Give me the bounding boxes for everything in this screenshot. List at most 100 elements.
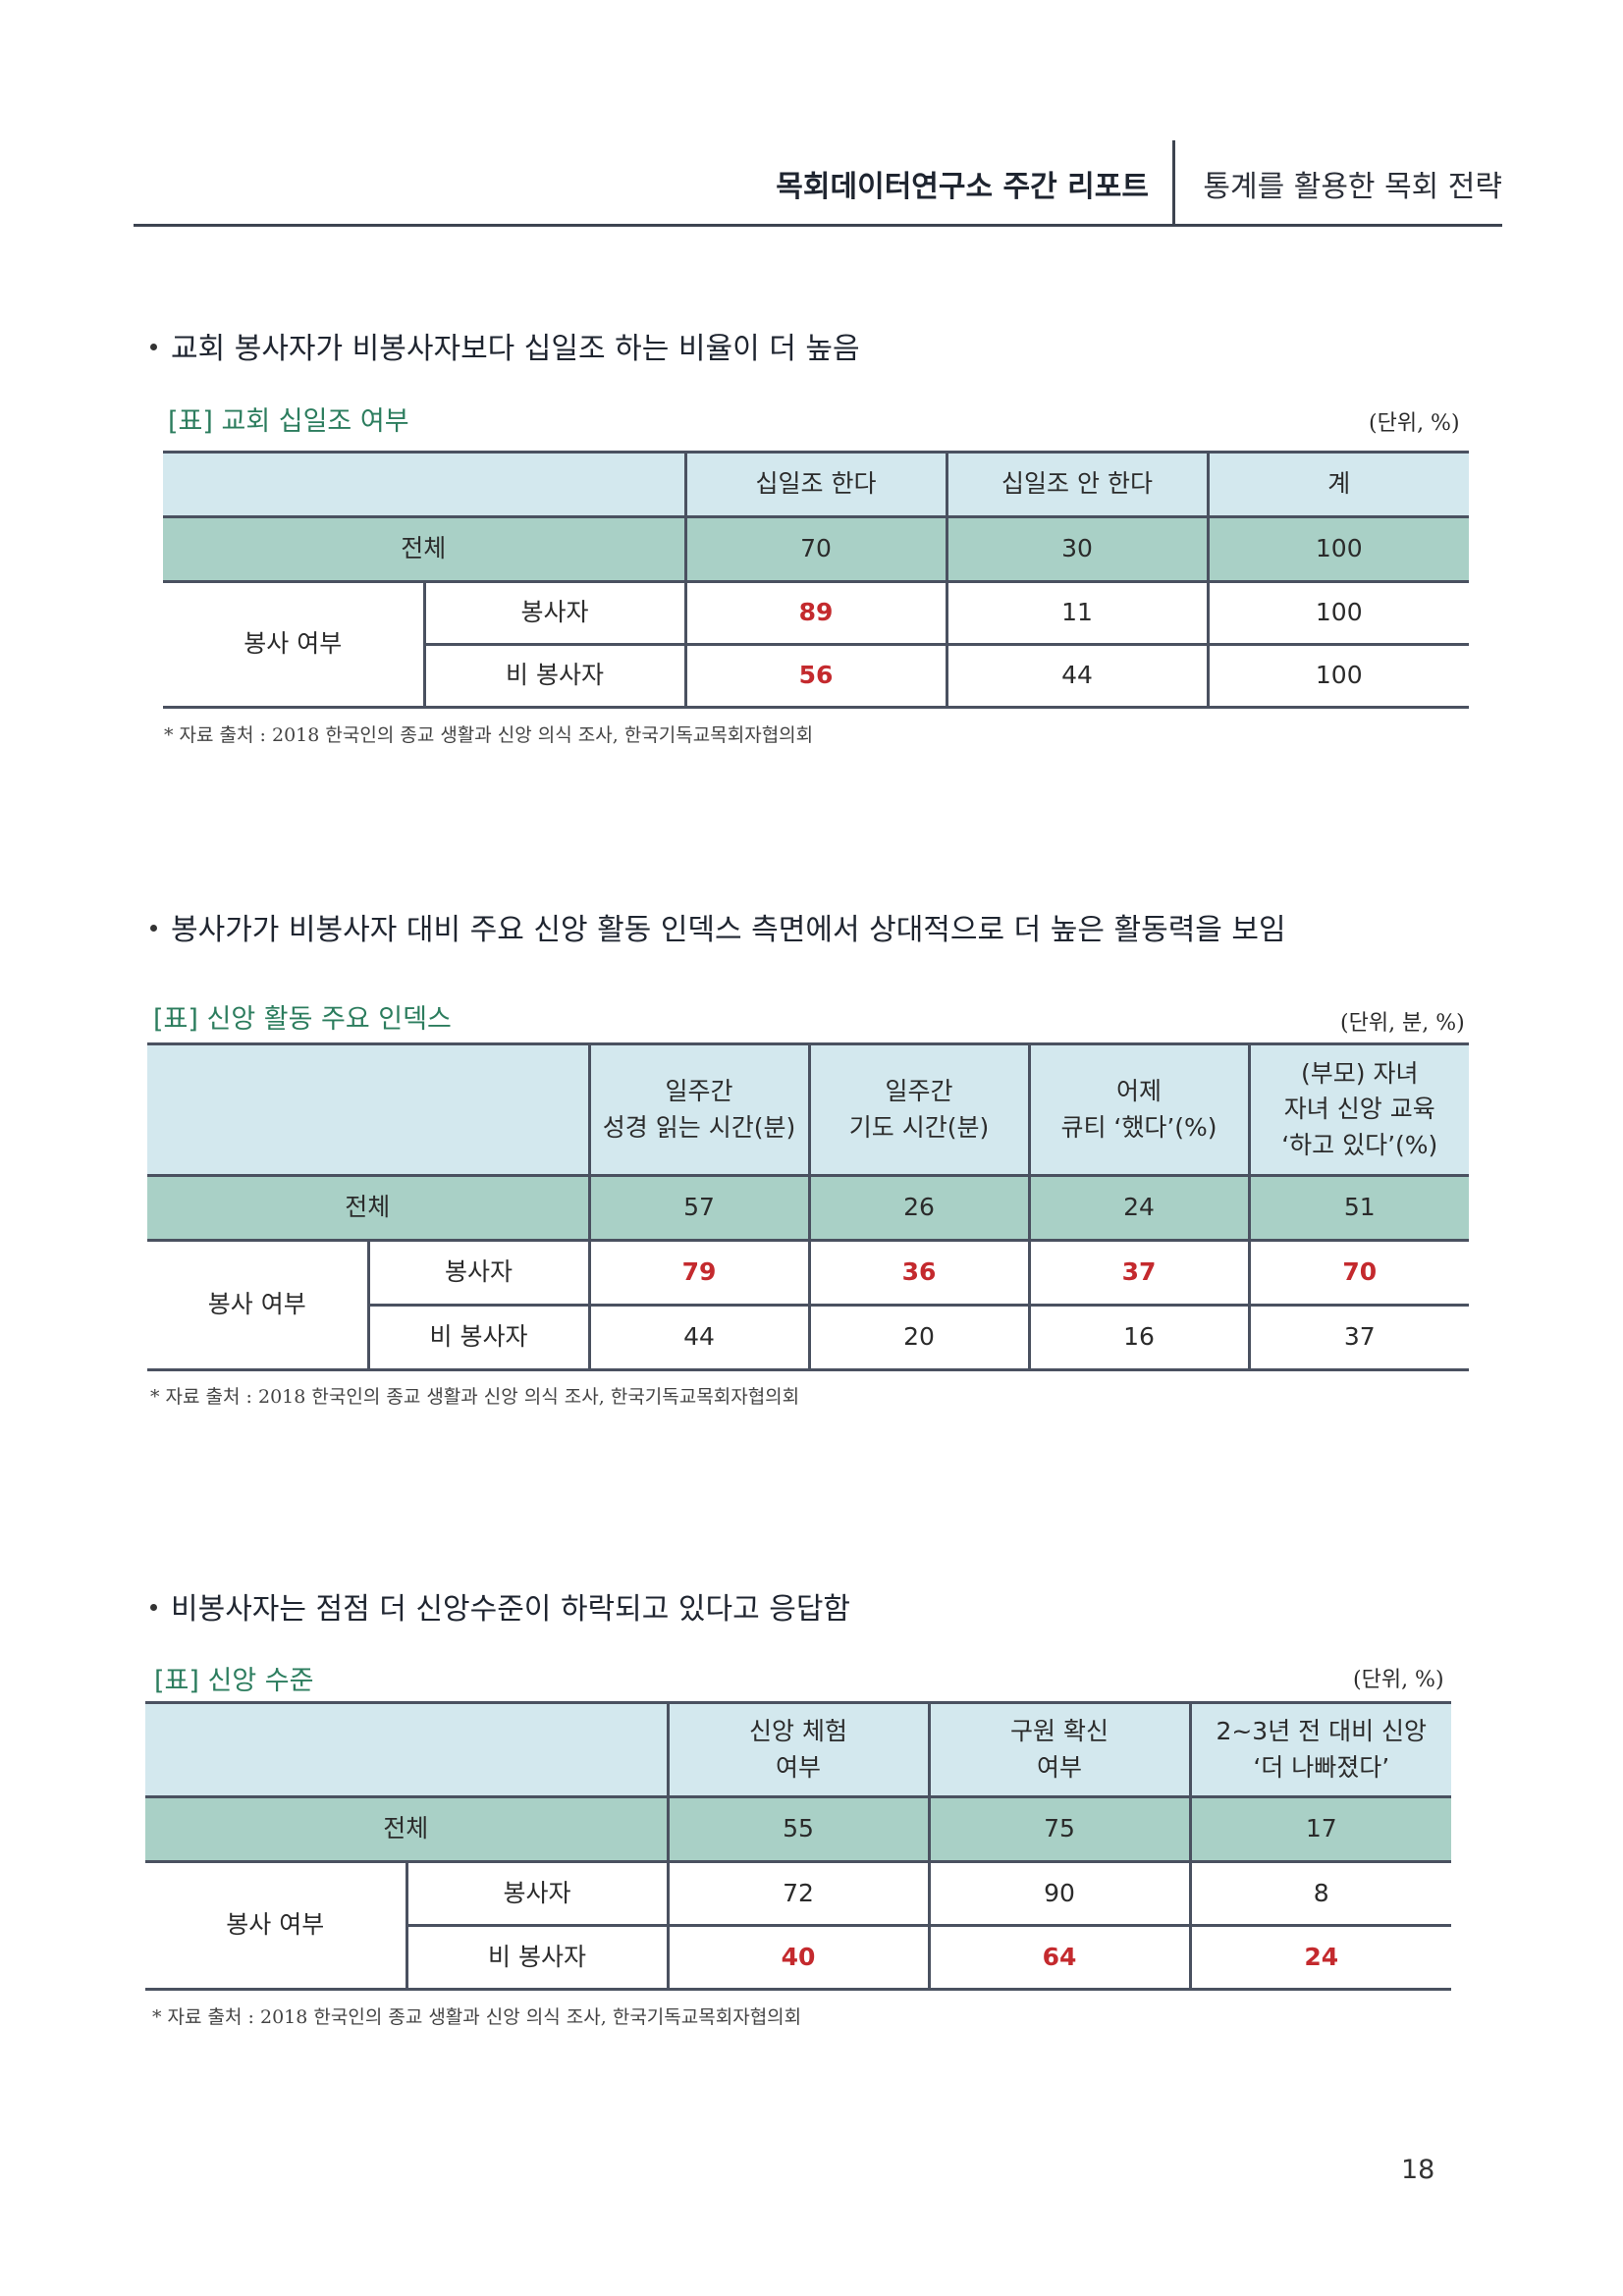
column-header-line: 일주간 bbox=[665, 1077, 733, 1106]
table-cell-highlight: 40 bbox=[666, 1924, 931, 1991]
table-1-unit: (단위, %) bbox=[1369, 411, 1460, 436]
table-1-source: * 자료 출처 : 2018 한국인의 종교 생활과 신앙 의식 조사, 한국기… bbox=[164, 724, 814, 746]
table-cell: 100 bbox=[1206, 515, 1469, 583]
table-row: 비 봉사자 40 64 24 bbox=[145, 1924, 1451, 1991]
table-total-row: 전체 70 30 100 bbox=[163, 515, 1469, 583]
table-cell: 11 bbox=[945, 580, 1210, 646]
table-cell: 17 bbox=[1188, 1795, 1451, 1863]
column-header-line: 큐티 ‘했다’(%) bbox=[1060, 1112, 1217, 1142]
group-label: 봉사 여부 bbox=[147, 1239, 370, 1371]
table-cell-highlight: 64 bbox=[927, 1924, 1192, 1991]
group-label: 봉사 여부 bbox=[145, 1860, 408, 1991]
table-cell: 37 bbox=[1247, 1304, 1469, 1371]
column-header-line: 구원 확신 bbox=[1010, 1717, 1109, 1746]
table-cell-highlight: 56 bbox=[683, 643, 948, 709]
column-header: 십일조 한다 bbox=[683, 451, 948, 518]
row-label: 비 봉사자 bbox=[422, 643, 687, 709]
column-header: 2~3년 전 대비 신앙 ‘더 나빠졌다’ bbox=[1188, 1701, 1451, 1798]
column-header-line: ‘더 나빠졌다’ bbox=[1253, 1752, 1390, 1782]
table-cell: 26 bbox=[807, 1174, 1031, 1242]
table-corner-cell bbox=[147, 1042, 591, 1177]
table-cell-highlight: 36 bbox=[807, 1239, 1031, 1307]
table-1-caption: [표] 교회 십일조 여부 bbox=[168, 406, 409, 437]
column-header-line: 어제 bbox=[1115, 1077, 1162, 1106]
column-header-line: 일주간 bbox=[885, 1077, 953, 1106]
row-label: 전체 bbox=[147, 1174, 591, 1242]
column-header-line: 여부 bbox=[1036, 1752, 1082, 1782]
table-total-row: 전체 55 75 17 bbox=[145, 1795, 1451, 1863]
table-cell: 75 bbox=[927, 1795, 1192, 1863]
table-cell: 44 bbox=[945, 643, 1210, 709]
column-header-line: 기도 시간(분) bbox=[848, 1112, 990, 1142]
section-1-bullet: 교회 봉사자가 비봉사자보다 십일조 하는 비율이 더 높음 bbox=[150, 324, 860, 367]
table-2-unit: (단위, 분, %) bbox=[1340, 1011, 1465, 1036]
table-row: 봉사 여부 봉사자 72 90 8 bbox=[145, 1860, 1451, 1991]
table-3-caption: [표] 신앙 수준 bbox=[154, 1666, 314, 1696]
table-total-row: 전체 57 26 24 51 bbox=[147, 1174, 1469, 1242]
report-section-title: 통계를 활용한 목회 전략 bbox=[1203, 170, 1502, 204]
table-cell: 51 bbox=[1247, 1174, 1469, 1242]
column-header: 계 bbox=[1206, 451, 1469, 518]
table-cell: 55 bbox=[666, 1795, 931, 1863]
table-2-caption: [표] 신앙 활동 주요 인덱스 bbox=[153, 1004, 452, 1035]
row-label: 봉사자 bbox=[405, 1860, 670, 1927]
table-row: 비 봉사자 44 20 16 37 bbox=[147, 1304, 1469, 1371]
table-header-row: 십일조 한다 십일조 안 한다 계 bbox=[163, 451, 1469, 518]
column-header-line: ‘하고 있다’(%) bbox=[1281, 1130, 1438, 1159]
section-3-heading: 비봉사자는 점점 더 신앙수준이 하락되고 있다고 응답함 bbox=[171, 1592, 851, 1627]
row-label: 비 봉사자 bbox=[405, 1924, 670, 1991]
table-cell: 70 bbox=[683, 515, 948, 583]
table-cell: 100 bbox=[1206, 643, 1469, 709]
table-2-source: * 자료 출처 : 2018 한국인의 종교 생활과 신앙 의식 조사, 한국기… bbox=[150, 1386, 800, 1408]
section-2-heading: 봉사가가 비봉사자 대비 주요 신앙 활동 인덱스 측면에서 상대적으로 더 높… bbox=[171, 913, 1286, 947]
group-label: 봉사 여부 bbox=[163, 580, 426, 709]
table-row: 비 봉사자 56 44 100 bbox=[163, 643, 1469, 709]
row-label: 봉사자 bbox=[366, 1239, 591, 1307]
table-cell: 44 bbox=[587, 1304, 811, 1371]
column-header-line: (부모) 자녀 bbox=[1301, 1059, 1419, 1089]
table-cell-highlight: 24 bbox=[1188, 1924, 1451, 1991]
column-header-line: 자녀 신앙 교육 bbox=[1283, 1095, 1435, 1124]
table-cell: 72 bbox=[666, 1860, 931, 1927]
section-3-bullet: 비봉사자는 점점 더 신앙수준이 하락되고 있다고 응답함 bbox=[150, 1584, 850, 1628]
column-header-line: 성경 읽는 시간(분) bbox=[602, 1112, 796, 1142]
bullet-dot-icon bbox=[150, 1604, 157, 1611]
table-3-source: * 자료 출처 : 2018 한국인의 종교 생활과 신앙 의식 조사, 한국기… bbox=[152, 2006, 802, 2028]
table-cell-highlight: 70 bbox=[1247, 1239, 1469, 1307]
row-label: 비 봉사자 bbox=[366, 1304, 591, 1371]
row-label: 봉사자 bbox=[422, 580, 687, 646]
table-cell: 24 bbox=[1027, 1174, 1251, 1242]
table-cell: 90 bbox=[927, 1860, 1192, 1927]
table-cell: 100 bbox=[1206, 580, 1469, 646]
table-cell: 16 bbox=[1027, 1304, 1251, 1371]
table-3-unit: (단위, %) bbox=[1353, 1668, 1444, 1692]
tithe-table: 십일조 한다 십일조 안 한다 계 전체 70 30 100 봉사 여부 봉사자… bbox=[163, 451, 1469, 709]
table-cell-highlight: 89 bbox=[683, 580, 948, 646]
table-header-row: 일주간 성경 읽는 시간(분) 일주간 기도 시간(분) 어제 큐티 ‘했다’(%) … bbox=[147, 1042, 1469, 1177]
page-header: 목회데이터연구소 주간 리포트 통계를 활용한 목회 전략 bbox=[134, 140, 1502, 227]
page-number: 18 bbox=[1401, 2155, 1435, 2185]
column-header-line: 여부 bbox=[775, 1752, 821, 1782]
table-cell: 8 bbox=[1188, 1860, 1451, 1927]
report-title: 목회데이터연구소 주간 리포트 bbox=[776, 170, 1149, 204]
faith-activity-table: 일주간 성경 읽는 시간(분) 일주간 기도 시간(분) 어제 큐티 ‘했다’(%) … bbox=[147, 1042, 1469, 1371]
bullet-dot-icon bbox=[150, 344, 157, 350]
column-header-line: 2~3년 전 대비 신앙 bbox=[1216, 1717, 1428, 1746]
bullet-dot-icon bbox=[150, 925, 157, 932]
table-row: 봉사 여부 봉사자 79 36 37 70 bbox=[147, 1239, 1469, 1371]
column-header: 십일조 안 한다 bbox=[945, 451, 1210, 518]
row-label: 전체 bbox=[163, 515, 687, 583]
row-label: 전체 bbox=[145, 1795, 670, 1863]
table-cell-highlight: 37 bbox=[1027, 1239, 1251, 1307]
table-corner-cell bbox=[145, 1701, 670, 1798]
table-cell: 57 bbox=[587, 1174, 811, 1242]
column-header-line: 신앙 체험 bbox=[749, 1717, 847, 1746]
